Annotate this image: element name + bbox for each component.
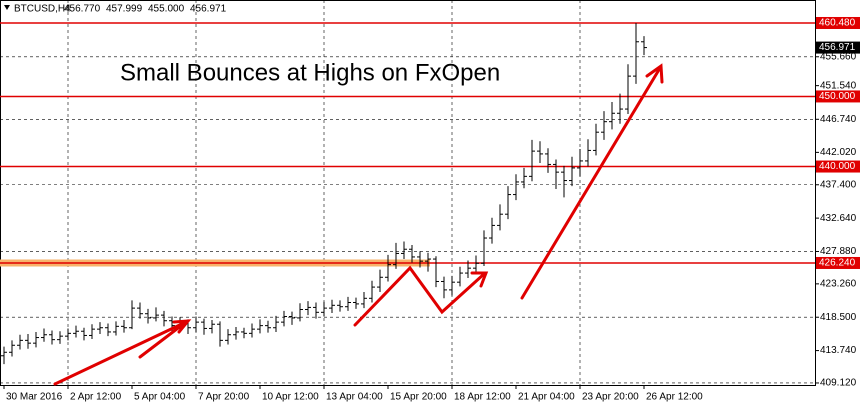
y-tick-label: 423.260 bbox=[820, 279, 857, 290]
chart-title: Small Bounces at Highs on FxOpen bbox=[120, 59, 500, 86]
header-value: 456.971 bbox=[190, 4, 227, 15]
level-label-bg bbox=[816, 256, 860, 269]
y-tick-label: 432.640 bbox=[820, 213, 857, 224]
y-tick-label: 427.880 bbox=[820, 246, 857, 257]
level-label-bg bbox=[816, 90, 860, 103]
current-price-bg bbox=[816, 41, 860, 54]
menu-triangle bbox=[4, 5, 10, 10]
x-tick-label: 23 Apr 20:00 bbox=[582, 392, 639, 403]
arrowhead bbox=[172, 319, 192, 334]
y-tick-label: 413.740 bbox=[820, 345, 857, 356]
arrowhead bbox=[470, 271, 489, 288]
x-tick-label: 15 Apr 20:00 bbox=[390, 392, 447, 403]
level-label: 440.000 bbox=[819, 161, 856, 172]
x-tick-label: 13 Apr 04:00 bbox=[326, 392, 383, 403]
arrow bbox=[53, 320, 188, 386]
level-label-bg bbox=[816, 160, 860, 173]
arrow bbox=[353, 265, 486, 327]
level-label: 450.000 bbox=[819, 91, 856, 102]
plot-frame bbox=[0, 0, 816, 386]
x-tick-label: 26 Apr 12:00 bbox=[646, 392, 703, 403]
y-tick-label: 409.120 bbox=[820, 378, 857, 389]
y-tick-label: 446.740 bbox=[820, 114, 857, 125]
levels bbox=[0, 22, 815, 267]
arrowhead bbox=[645, 63, 664, 84]
x-tick-label: 10 Apr 12:00 bbox=[262, 392, 319, 403]
y-tick-label: 437.400 bbox=[820, 179, 857, 190]
x-tick-label: 2 Apr 12:00 bbox=[70, 392, 122, 403]
level-label: 426.240 bbox=[819, 258, 856, 269]
annotation-arrows bbox=[53, 63, 664, 386]
header-value: 456.770 bbox=[64, 4, 101, 15]
y-tick-label: 442.020 bbox=[820, 147, 857, 158]
y-tick-label: 418.500 bbox=[820, 312, 857, 323]
x-tick-label: 18 Apr 12:00 bbox=[454, 392, 511, 403]
header-value: 455.000 bbox=[148, 4, 185, 15]
current-price-label: 456.971 bbox=[819, 42, 856, 53]
bars bbox=[1, 22, 647, 365]
x-tick-label: 7 Apr 20:00 bbox=[198, 392, 250, 403]
arrow bbox=[138, 320, 188, 359]
y-tick-label: 455.660 bbox=[820, 51, 857, 62]
level-label: 460.480 bbox=[819, 18, 856, 29]
arrow bbox=[520, 66, 662, 300]
header-value: 457.999 bbox=[106, 4, 143, 15]
x-tick-label: 5 Apr 04:00 bbox=[134, 392, 186, 403]
axes: 455.660 451.540 446.740 442.020 437.400 432.6… bbox=[3, 16, 860, 403]
symbol: BTCUSD,H4 bbox=[14, 4, 71, 15]
level-label-bg bbox=[816, 16, 860, 29]
y-tick-label: 451.540 bbox=[820, 80, 857, 91]
x-tick-label: 30 Mar 2016 bbox=[6, 392, 63, 403]
x-tick-label: 21 Apr 04:00 bbox=[518, 392, 575, 403]
